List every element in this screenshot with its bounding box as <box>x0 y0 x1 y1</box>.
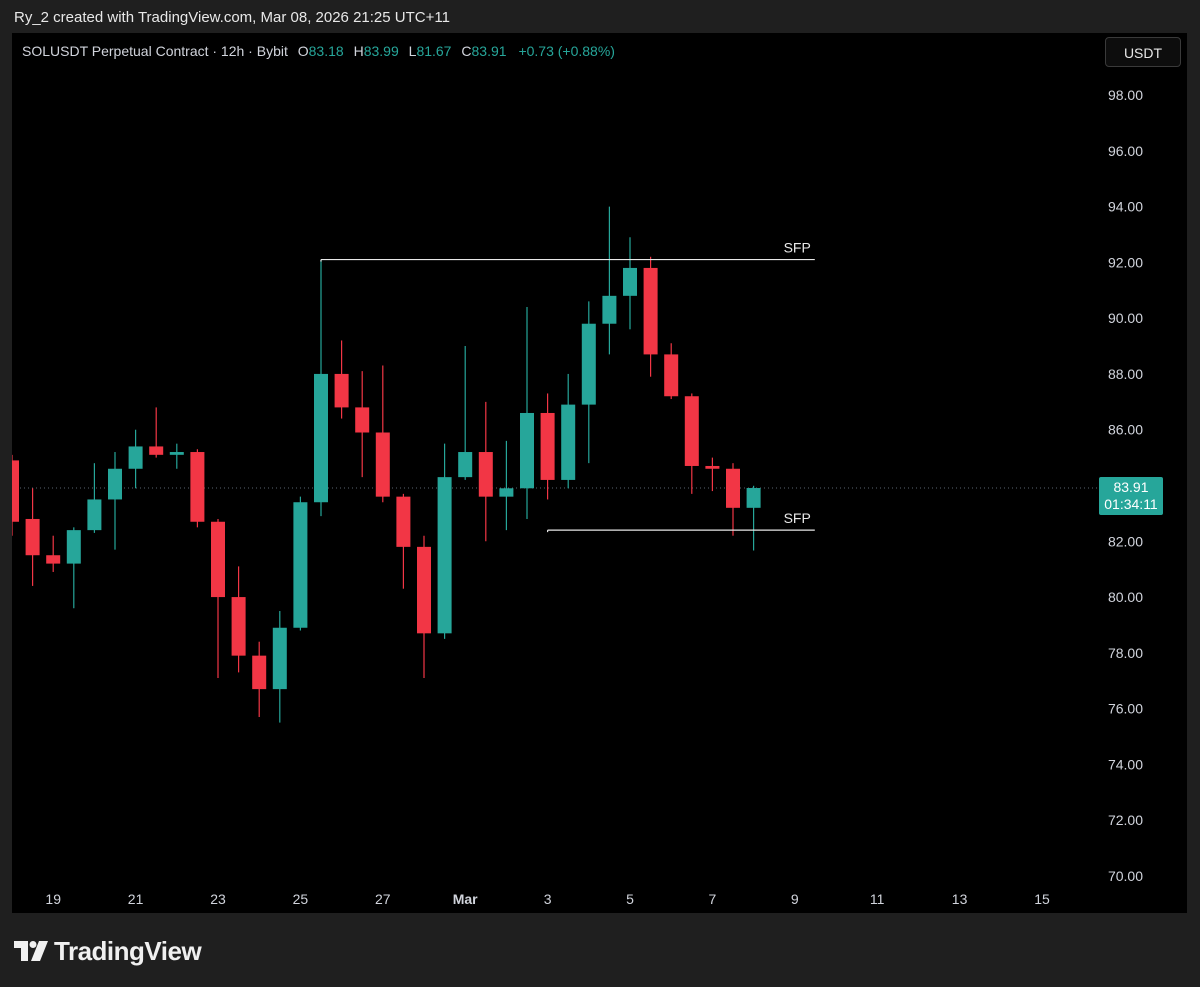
change-value: +0.73 (+0.88%) <box>518 43 615 59</box>
candle-body <box>664 354 679 397</box>
chart-panel[interactable]: 98.0096.0094.0092.0090.0088.0086.0084.00… <box>12 33 1187 913</box>
candle-body <box>478 452 493 497</box>
x-tick-label: 9 <box>791 891 799 907</box>
currency-button[interactable]: USDT <box>1105 37 1181 67</box>
candle-body <box>231 597 246 656</box>
y-tick-label: 94.00 <box>1108 199 1143 215</box>
last-price-label: 83.91 01:34:11 <box>1099 477 1163 515</box>
candle-body <box>437 477 452 634</box>
x-tick-label: 23 <box>210 891 226 907</box>
y-tick-label: 80.00 <box>1108 589 1143 605</box>
open-value: 83.18 <box>308 43 344 59</box>
logo-wordmark: TradingView <box>54 935 202 966</box>
candle-body <box>293 502 308 628</box>
candle-body <box>540 412 555 480</box>
x-tick-label: 21 <box>128 891 144 907</box>
x-tick-label: 13 <box>952 891 968 907</box>
symbol-label: SOLUSDT Perpetual Contract · 12h · Bybit <box>22 43 288 59</box>
x-tick-label: 3 <box>544 891 552 907</box>
sfp-label: SFP <box>784 510 811 526</box>
y-tick-label: 76.00 <box>1108 701 1143 717</box>
x-tick-label: 7 <box>709 891 717 907</box>
candle-body <box>314 373 328 503</box>
candle-body <box>334 373 349 408</box>
candle-body <box>355 407 370 433</box>
high-key: H <box>353 43 364 59</box>
x-tick-label: 27 <box>375 891 391 907</box>
candle-body <box>46 555 61 564</box>
candle-body <box>623 267 637 296</box>
y-tick-label: 98.00 <box>1108 87 1143 103</box>
sfp-label: SFP <box>784 240 811 256</box>
candle-body <box>252 655 267 690</box>
candle-body <box>169 452 184 455</box>
tradingview-logo-icon <box>14 941 48 961</box>
candle-body <box>643 267 658 355</box>
candle-body <box>396 496 411 547</box>
candle-body <box>12 460 19 522</box>
high-value: 83.99 <box>363 43 399 59</box>
close-value: 83.91 <box>471 43 507 59</box>
candle-body <box>87 499 102 531</box>
y-tick-label: 70.00 <box>1108 868 1143 884</box>
y-tick-label: 78.00 <box>1108 645 1143 661</box>
candle-body <box>272 627 287 690</box>
low-key: L <box>408 43 417 59</box>
candle-body <box>66 530 81 564</box>
candle-body <box>602 295 617 324</box>
candle-body <box>128 446 143 469</box>
candle-body <box>746 488 761 508</box>
y-tick-label: 90.00 <box>1108 310 1143 326</box>
chart-legend: SOLUSDT Perpetual Contract · 12h · Bybit… <box>22 43 615 59</box>
candle-body <box>417 546 431 634</box>
candle-body <box>211 521 225 598</box>
y-tick-label: 92.00 <box>1108 254 1143 270</box>
y-tick-label: 82.00 <box>1108 533 1143 549</box>
y-tick-label: 72.00 <box>1108 812 1143 828</box>
bar-countdown: 01:34:11 <box>1104 496 1158 512</box>
candle-body <box>108 468 122 500</box>
candle-body <box>520 412 534 489</box>
close-key: C <box>461 43 472 59</box>
low-value: 81.67 <box>416 43 452 59</box>
candlestick-chart[interactable]: 98.0096.0094.0092.0090.0088.0086.0084.00… <box>12 33 1187 913</box>
candle-body <box>705 465 720 469</box>
candle-body <box>499 488 514 497</box>
x-tick-label: 25 <box>293 891 309 907</box>
y-tick-label: 88.00 <box>1108 366 1143 382</box>
candle-body <box>561 404 576 480</box>
x-tick-label: Mar <box>453 891 478 907</box>
x-tick-label: 11 <box>870 891 885 907</box>
candle-body <box>684 396 699 466</box>
x-tick-label: 15 <box>1034 891 1050 907</box>
attribution-text: Ry_2 created with TradingView.com, Mar 0… <box>14 9 450 26</box>
candle-body <box>149 446 164 455</box>
last-price-value: 83.91 <box>1113 479 1149 495</box>
candle-body <box>458 452 473 478</box>
x-tick-label: 5 <box>626 891 634 907</box>
y-tick-label: 74.00 <box>1108 756 1143 772</box>
candle-body <box>190 452 205 522</box>
candle-body <box>581 323 596 405</box>
y-tick-label: 86.00 <box>1108 422 1143 438</box>
x-tick-label: 19 <box>45 891 61 907</box>
y-tick-label: 96.00 <box>1108 143 1143 159</box>
open-key: O <box>297 43 309 59</box>
candle-body <box>726 468 740 508</box>
candle-body <box>25 518 40 556</box>
tradingview-logo[interactable]: TradingView <box>14 935 202 967</box>
candle-body <box>375 432 390 497</box>
